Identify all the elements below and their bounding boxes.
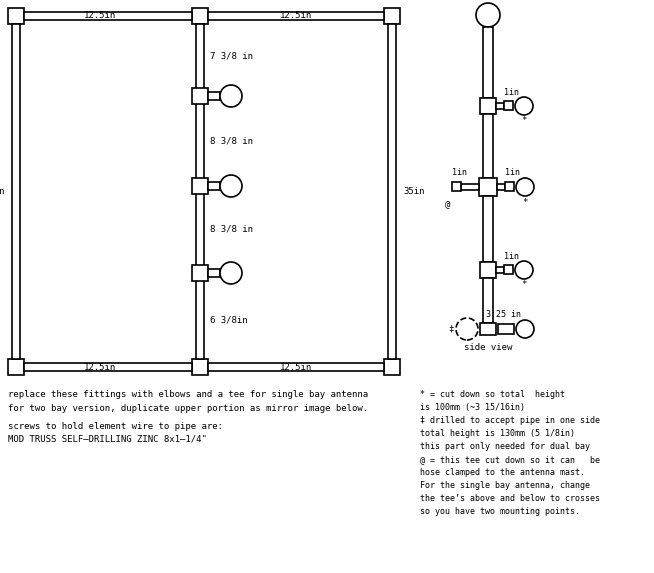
Text: hose clamped to the antenna mast.: hose clamped to the antenna mast. — [420, 468, 585, 477]
Text: 1in: 1in — [505, 168, 520, 177]
Circle shape — [476, 3, 500, 27]
Bar — [208, 12, 384, 20]
Bar — [208, 363, 384, 371]
Circle shape — [516, 178, 534, 196]
Text: For the single bay antenna, change: For the single bay antenna, change — [420, 481, 590, 490]
Bar — [497, 184, 505, 190]
Bar — [479, 178, 497, 196]
Circle shape — [456, 318, 478, 340]
Bar — [483, 27, 493, 98]
Bar — [8, 359, 24, 375]
Text: *: * — [523, 198, 528, 207]
Bar — [480, 98, 496, 114]
Text: 3.25 in: 3.25 in — [486, 310, 521, 319]
Bar — [498, 324, 514, 334]
Text: 1in: 1in — [452, 168, 467, 177]
Bar — [496, 267, 504, 273]
Bar — [208, 92, 220, 100]
Circle shape — [220, 262, 242, 284]
Text: side view: side view — [464, 343, 512, 352]
Circle shape — [220, 85, 242, 107]
Circle shape — [516, 320, 534, 338]
Text: 35in: 35in — [0, 187, 5, 196]
Bar — [208, 269, 220, 277]
Bar — [483, 196, 493, 262]
Text: 12.5in: 12.5in — [280, 11, 312, 21]
Text: *: * — [521, 280, 526, 289]
Bar — [384, 359, 400, 375]
Bar — [196, 24, 204, 359]
Bar — [496, 103, 504, 109]
Text: replace these fittings with elbows and a tee for single bay antenna: replace these fittings with elbows and a… — [8, 390, 368, 399]
Circle shape — [515, 97, 533, 115]
Text: ‡ drilled to accept pipe in one side: ‡ drilled to accept pipe in one side — [420, 416, 600, 425]
Text: for two bay version, duplicate upper portion as mirror image below.: for two bay version, duplicate upper por… — [8, 404, 368, 413]
Text: 12.5in: 12.5in — [280, 363, 312, 371]
Bar — [24, 363, 192, 371]
Bar — [483, 278, 493, 323]
Text: 35in: 35in — [403, 187, 424, 196]
Circle shape — [220, 175, 242, 197]
Text: ‡: ‡ — [449, 324, 454, 333]
Text: 7 3/8 in: 7 3/8 in — [210, 52, 253, 61]
Bar — [208, 182, 220, 190]
Text: 12.5in: 12.5in — [84, 363, 116, 371]
Bar — [12, 24, 20, 359]
Text: 8 3/8 in: 8 3/8 in — [210, 225, 253, 234]
Text: 6 3/8in: 6 3/8in — [210, 316, 248, 324]
Bar — [8, 8, 24, 24]
Text: 1in: 1in — [504, 252, 519, 261]
Text: screws to hold element wire to pipe are:: screws to hold element wire to pipe are: — [8, 422, 223, 431]
Text: this part only needed for dual bay: this part only needed for dual bay — [420, 442, 590, 451]
Text: @ = this tee cut down so it can   be: @ = this tee cut down so it can be — [420, 455, 600, 464]
Circle shape — [515, 261, 533, 279]
Bar — [384, 8, 400, 24]
Bar — [505, 182, 514, 191]
Text: * = cut down so total  height: * = cut down so total height — [420, 390, 565, 399]
Text: 1in: 1in — [504, 88, 519, 97]
Bar — [480, 323, 496, 335]
Bar — [388, 24, 396, 359]
Bar — [192, 359, 208, 375]
Bar — [504, 265, 513, 274]
Text: total height is 130mm (5 1/8in): total height is 130mm (5 1/8in) — [420, 429, 575, 438]
Text: MOD TRUSS SELF–DRILLING ZINC 8x1–1/4": MOD TRUSS SELF–DRILLING ZINC 8x1–1/4" — [8, 434, 207, 443]
Text: 12.5in: 12.5in — [84, 11, 116, 21]
Bar — [504, 101, 513, 110]
Text: the tee’s above and below to crosses: the tee’s above and below to crosses — [420, 494, 600, 503]
Bar — [461, 184, 479, 190]
Text: is 100mm (~3 15/16in): is 100mm (~3 15/16in) — [420, 403, 525, 412]
Bar — [452, 182, 461, 191]
Text: so you have two mounting points.: so you have two mounting points. — [420, 507, 580, 516]
Text: 8 3/8 in: 8 3/8 in — [210, 136, 253, 146]
Bar — [192, 88, 208, 104]
Bar — [24, 12, 192, 20]
Text: *: * — [521, 116, 526, 125]
Bar — [480, 262, 496, 278]
Bar — [483, 114, 493, 178]
Bar — [192, 8, 208, 24]
Text: @: @ — [445, 200, 451, 209]
Bar — [192, 265, 208, 281]
Bar — [192, 178, 208, 194]
